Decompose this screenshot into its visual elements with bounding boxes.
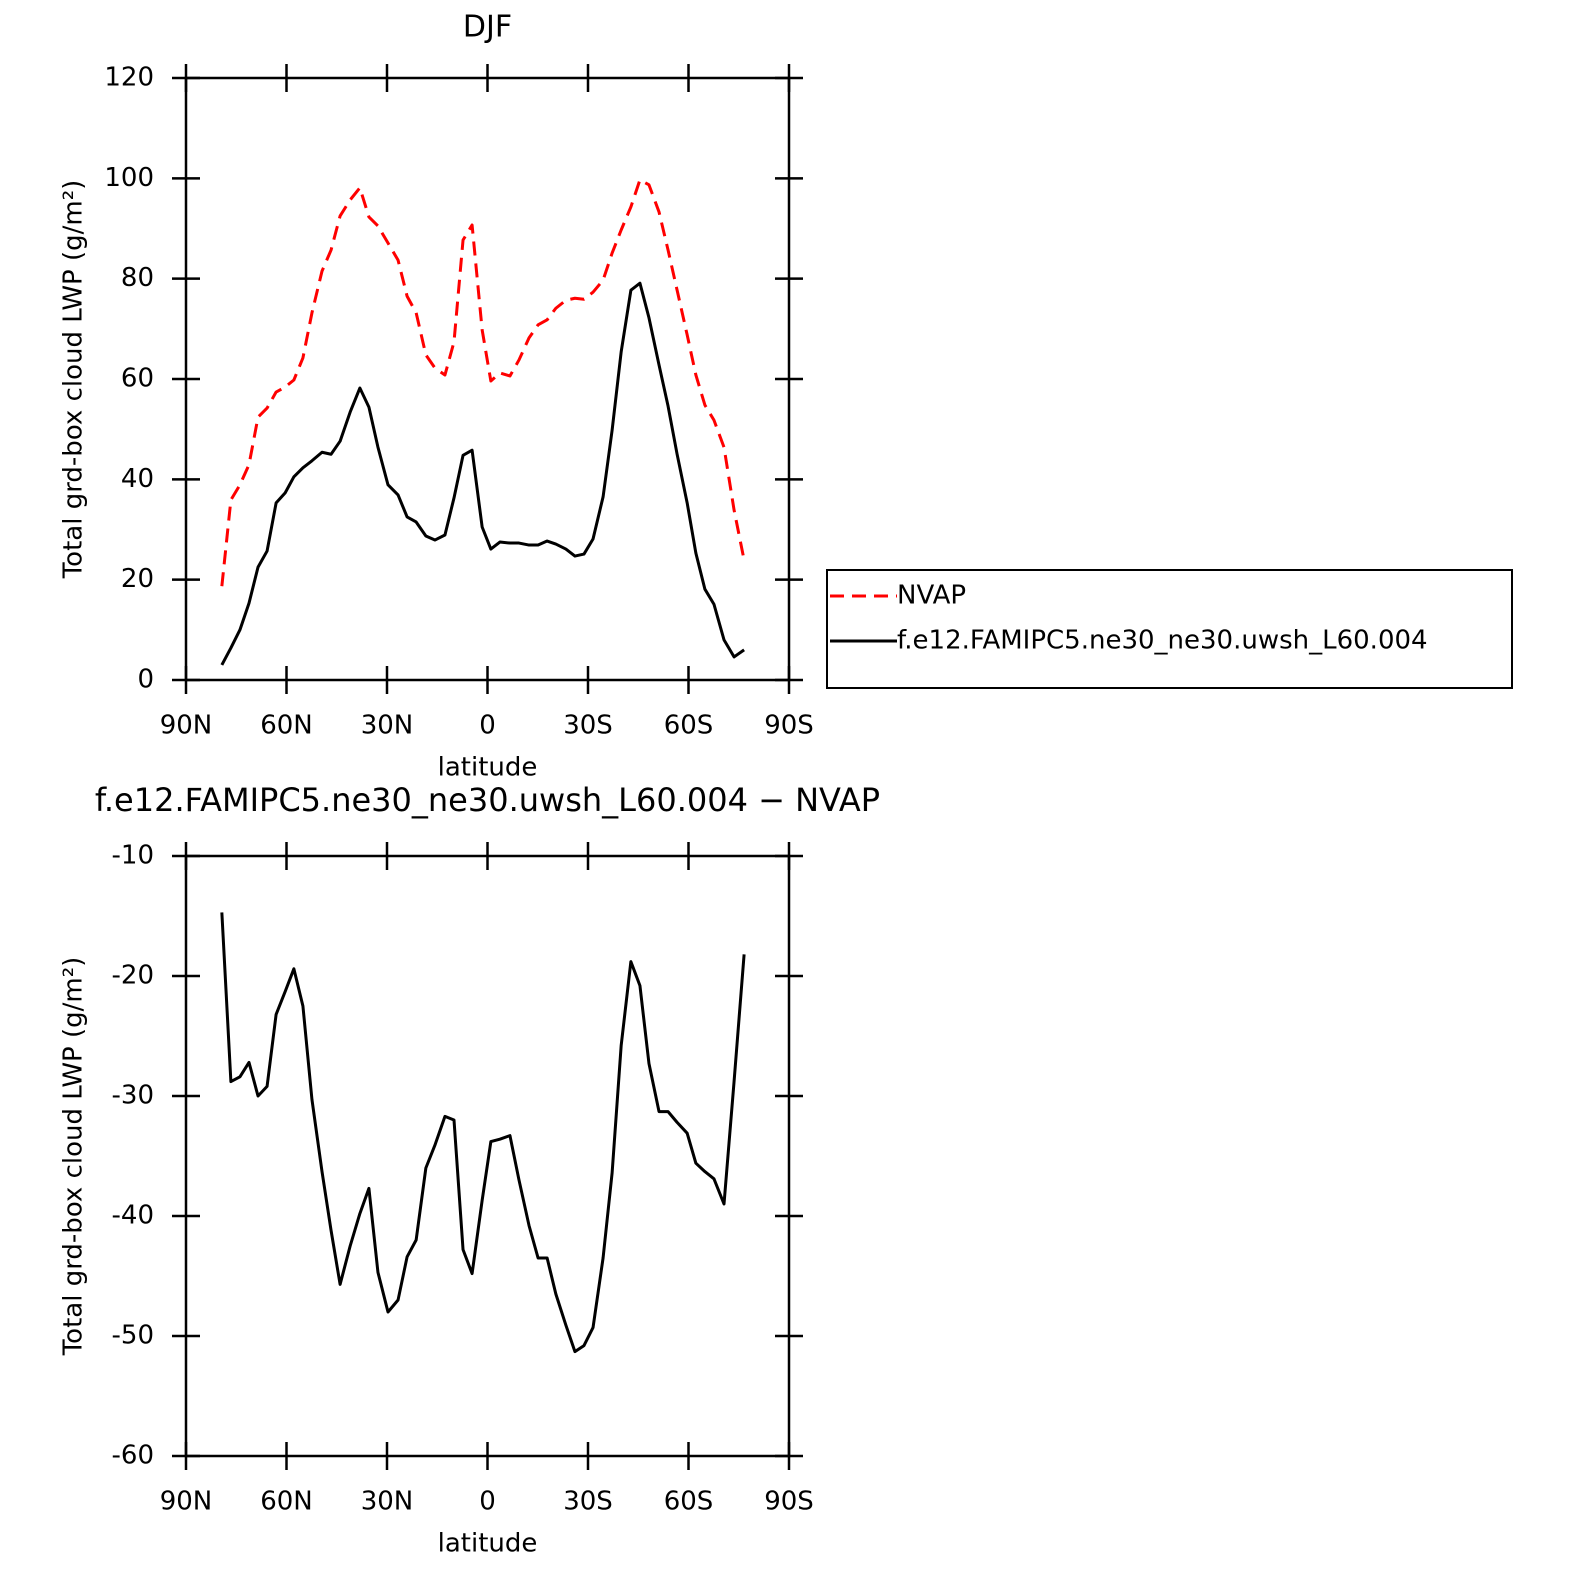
y-axis-label: Total grd-box cloud LWP (g/m²) <box>59 957 89 1357</box>
y-tick-label: 60 <box>121 364 154 394</box>
x-tick-label: 90S <box>764 711 814 741</box>
y-tick-label: -20 <box>112 961 154 991</box>
y-axis-label: Total grd-box cloud LWP (g/m²) <box>59 180 89 580</box>
x-tick-label: 60N <box>260 711 313 741</box>
y-tick-label: -50 <box>112 1321 154 1351</box>
x-tick-label: 60S <box>664 711 714 741</box>
legend-box <box>826 569 1513 689</box>
x-axis-label: latitude <box>438 753 538 783</box>
y-tick-label: -10 <box>112 841 154 871</box>
data-line <box>220 281 745 666</box>
y-tick-label: 20 <box>121 564 154 594</box>
legend-label: NVAP <box>897 581 966 611</box>
x-tick-label: 60N <box>260 1487 313 1517</box>
x-tick-label: 90N <box>160 1487 213 1517</box>
data-line <box>220 912 746 1354</box>
x-tick-label: 60S <box>664 1487 714 1517</box>
y-tick-label: 120 <box>104 63 154 93</box>
legend-label: f.e12.FAMIPC5.ne30_ne30.uwsh_L60.004 <box>897 626 1428 656</box>
y-tick-label: 80 <box>121 263 154 293</box>
y-tick-label: 0 <box>137 665 154 695</box>
y-tick-label: -30 <box>112 1081 154 1111</box>
chart-title: DJF <box>463 10 512 45</box>
data-line <box>220 178 746 587</box>
x-tick-label: 30S <box>563 711 613 741</box>
x-axis-label: latitude <box>438 1529 538 1559</box>
x-tick-label: 30S <box>563 1487 613 1517</box>
chart-title: f.e12.FAMIPC5.ne30_ne30.uwsh_L60.004 − N… <box>95 781 880 819</box>
x-tick-label: 90S <box>764 1487 814 1517</box>
x-tick-label: 0 <box>479 1487 496 1517</box>
x-tick-label: 0 <box>479 711 496 741</box>
x-tick-label: 30N <box>361 711 414 741</box>
y-tick-label: 40 <box>121 464 154 494</box>
x-tick-label: 30N <box>361 1487 414 1517</box>
y-tick-label: -40 <box>112 1201 154 1231</box>
y-tick-label: -60 <box>112 1441 154 1471</box>
x-tick-label: 90N <box>160 711 213 741</box>
y-tick-label: 100 <box>104 163 154 193</box>
